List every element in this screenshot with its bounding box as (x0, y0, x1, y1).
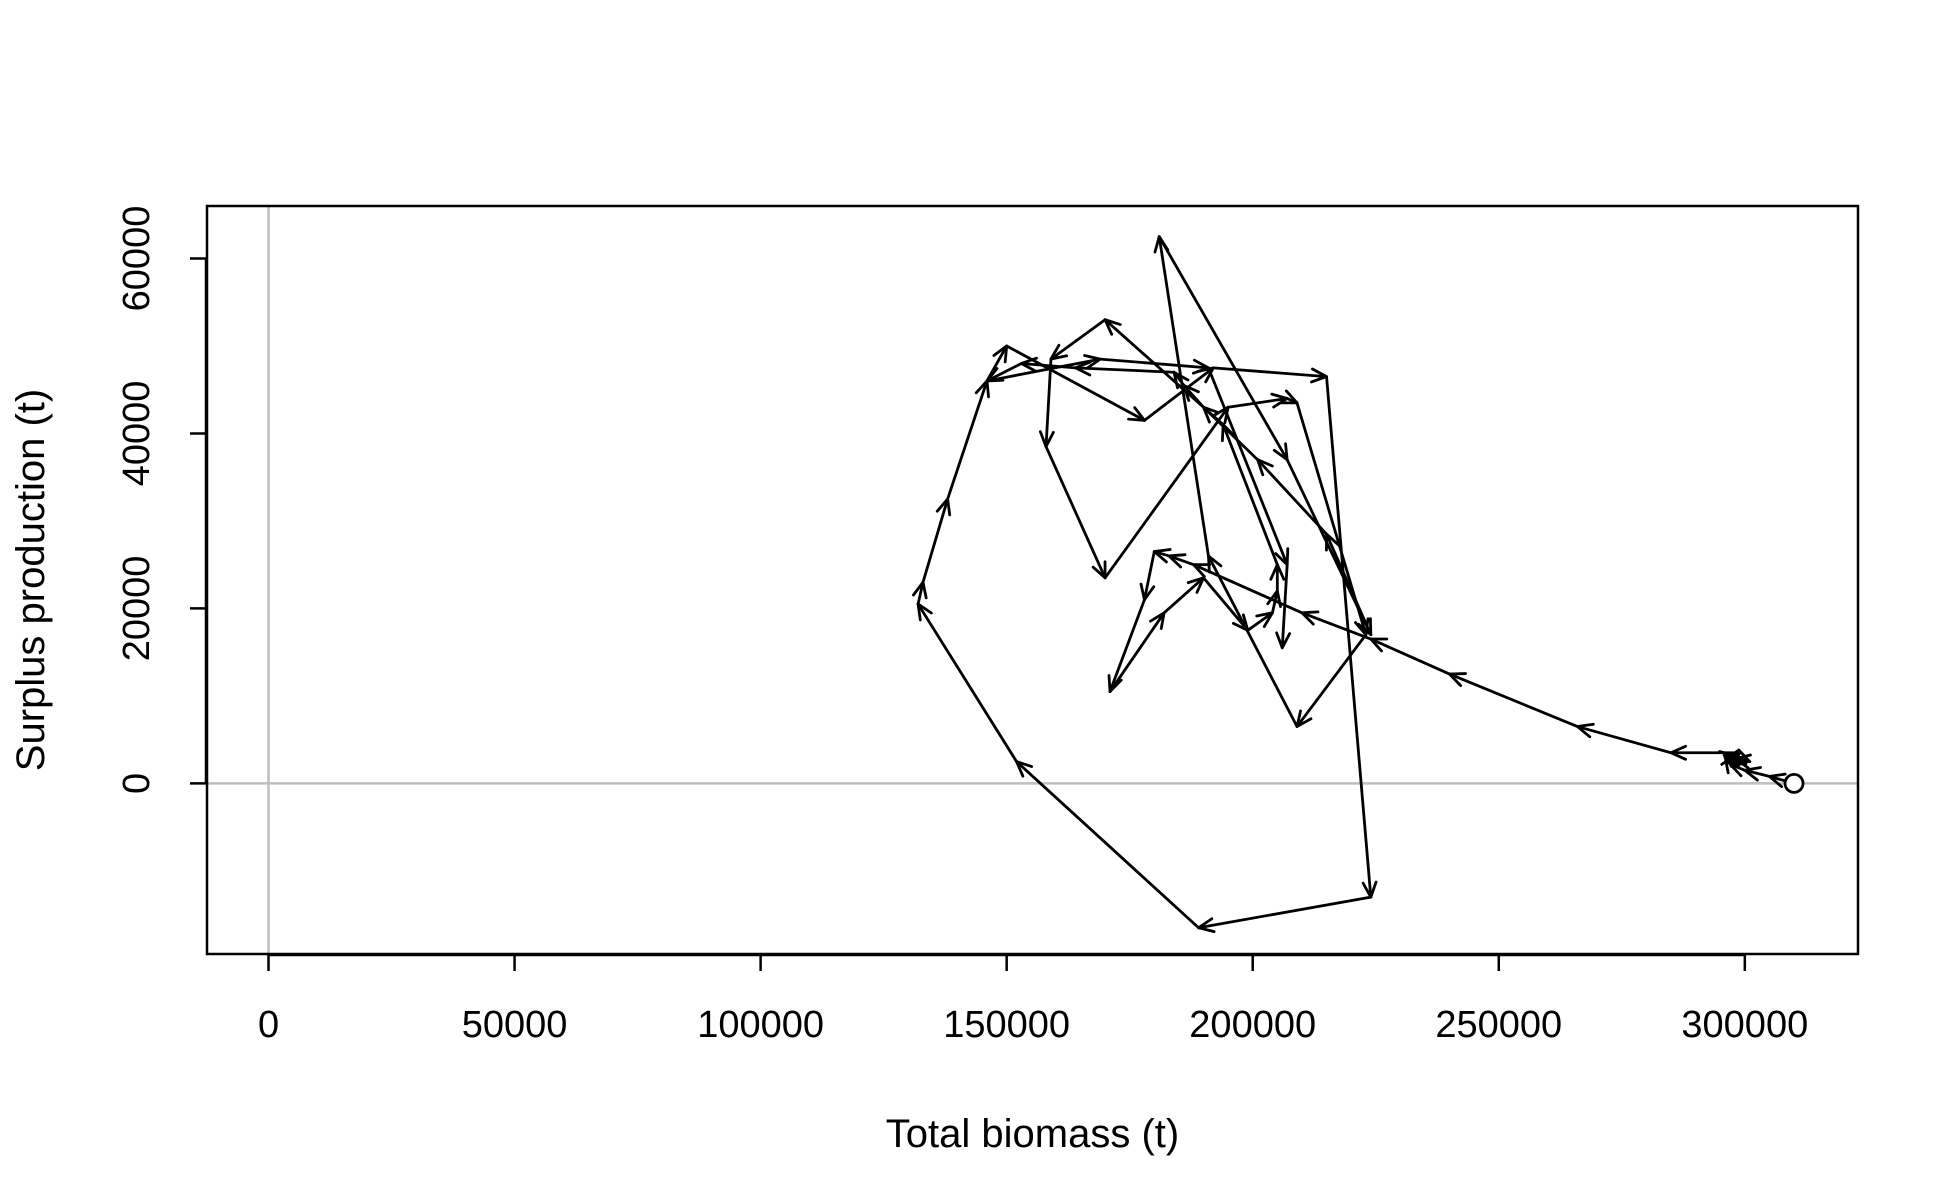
trajectory-segment (1270, 589, 1279, 615)
trajectory-segment (1246, 611, 1274, 632)
trajectory-segment (946, 379, 989, 501)
trajectory-segment (1044, 357, 1053, 448)
trajectory-segment (1157, 235, 1289, 462)
plot-frame (205, 204, 1860, 956)
arrow-head (1275, 631, 1292, 650)
trajectory-segment (1202, 576, 1250, 632)
trajectory-segment (1576, 725, 1673, 755)
x-axis-title: Total biomass (t) (886, 1112, 1179, 1156)
trajectory-segment (1202, 405, 1260, 462)
trajectory-segment (916, 602, 1018, 763)
trajectory-segment (1300, 611, 1373, 641)
trajectory-series (912, 235, 1805, 934)
trajectory-segment (1197, 895, 1373, 930)
start-point-marker (1783, 773, 1805, 794)
trajectory-segment (1369, 637, 1451, 676)
y-tick-label: 60000 (116, 206, 158, 312)
trajectory-segment (1295, 633, 1368, 728)
trajectory-segment (921, 497, 950, 584)
trajectory-segment (1325, 532, 1373, 637)
y-axis: 0 20000 40000 60000 (116, 206, 208, 794)
trajectory-segment (1103, 405, 1230, 580)
trajectory-segment (1098, 357, 1210, 370)
trajectory-segment (1044, 445, 1107, 580)
trajectory-segment (1049, 318, 1107, 361)
trajectory-segment (1074, 366, 1176, 374)
y-tick-label: 0 (116, 773, 158, 794)
trajectory-segment (1020, 362, 1077, 370)
trajectory-segment (985, 344, 1009, 383)
trajectory-segment (1005, 344, 1146, 422)
y-axis-title: Surplus production (t) (9, 389, 53, 771)
x-tick-label: 250000 (1435, 1004, 1562, 1046)
trajectory-segment (1143, 550, 1156, 602)
y-tick-label: 20000 (116, 556, 158, 662)
trajectory-segment (1167, 554, 1196, 567)
trajectory-segment (1256, 458, 1328, 536)
trajectory-segment (985, 357, 1102, 383)
x-tick-label: 200000 (1189, 1004, 1316, 1046)
x-tick-label: 150000 (943, 1004, 1070, 1046)
trajectory-segment (1325, 375, 1373, 899)
x-tick-label: 50000 (462, 1004, 568, 1046)
trajectory-segment (1221, 423, 1279, 567)
reference-lines (207, 206, 1858, 954)
x-tick-label: 100000 (697, 1004, 824, 1046)
trajectory-segment (1162, 576, 1205, 615)
x-tick-label: 0 (258, 1004, 279, 1046)
y-tick-label: 40000 (116, 381, 158, 487)
x-tick-label: 300000 (1681, 1004, 1808, 1046)
trajectory-segment (1448, 672, 1579, 728)
trajectory-segment (1015, 760, 1200, 930)
trajectory-segment (1108, 611, 1166, 693)
trajectory-segment (1157, 235, 1210, 558)
trajectory-segment (1743, 768, 1771, 778)
trajectory-segment (1207, 554, 1299, 728)
trajectory-segment (1280, 563, 1289, 650)
trajectory-segment (916, 580, 925, 606)
x-axis: 0 50000 100000 150000 200000 250000 300000 (258, 953, 1808, 1046)
trajectory-segment (1108, 598, 1146, 693)
trajectory-segment (1207, 366, 1289, 567)
trajectory-segment (1211, 366, 1328, 378)
trajectory-segment (985, 362, 1023, 383)
arrow-head (916, 602, 933, 622)
trajectory-segment (1226, 397, 1289, 409)
trajectory-segment (1143, 366, 1215, 422)
